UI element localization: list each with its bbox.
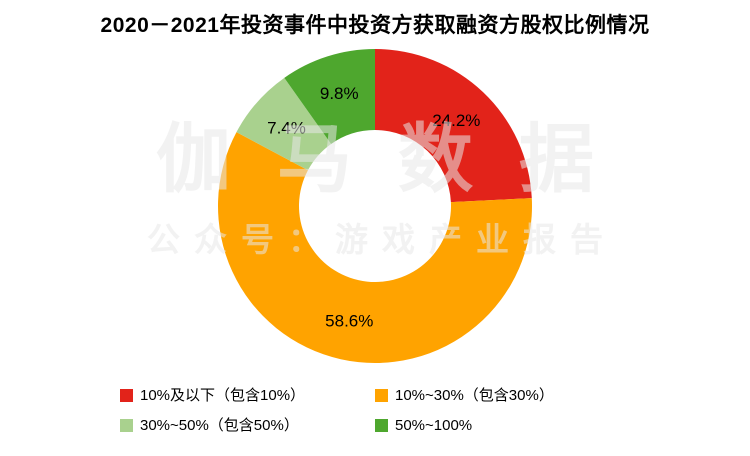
pie-slice xyxy=(217,132,533,363)
slice-value-label: 7.4% xyxy=(267,118,306,137)
legend-label: 50%~100% xyxy=(395,417,473,434)
legend-swatch xyxy=(120,419,133,432)
donut-chart: 24.2% 58.6% 7.4% 9.8% 伽马数据 公众号：游戏产业报告 xyxy=(0,40,750,372)
legend-swatch xyxy=(375,389,388,402)
slice-value-label: 24.2% xyxy=(432,111,480,130)
legend-item: 10%及以下（包含10%） xyxy=(120,388,375,403)
chart-legend: 10%及以下（包含10%） 10%~30%（包含30%） 30%~50%（包含50%… xyxy=(120,388,630,433)
legend-item: 50%~100% xyxy=(375,418,630,433)
legend-item: 30%~50%（包含50%） xyxy=(120,418,375,433)
chart-title: 2020－2021年投资事件中投资方获取融资方股权比例情况 xyxy=(100,14,650,37)
legend-item: 10%~30%（包含30%） xyxy=(375,388,630,403)
legend-swatch xyxy=(120,389,133,402)
legend-label: 10%及以下（包含10%） xyxy=(140,387,306,404)
legend-label: 30%~50%（包含50%） xyxy=(140,417,299,434)
slice-value-label: 9.8% xyxy=(320,84,359,103)
slice-value-label: 58.6% xyxy=(325,312,373,331)
pie-slice xyxy=(236,77,332,171)
legend-swatch xyxy=(375,419,388,432)
legend-label: 10%~30%（包含30%） xyxy=(395,387,554,404)
pie-slice xyxy=(375,49,532,203)
donut-svg: 24.2% 58.6% 7.4% 9.8% xyxy=(217,49,533,363)
pie-slice xyxy=(284,49,375,144)
